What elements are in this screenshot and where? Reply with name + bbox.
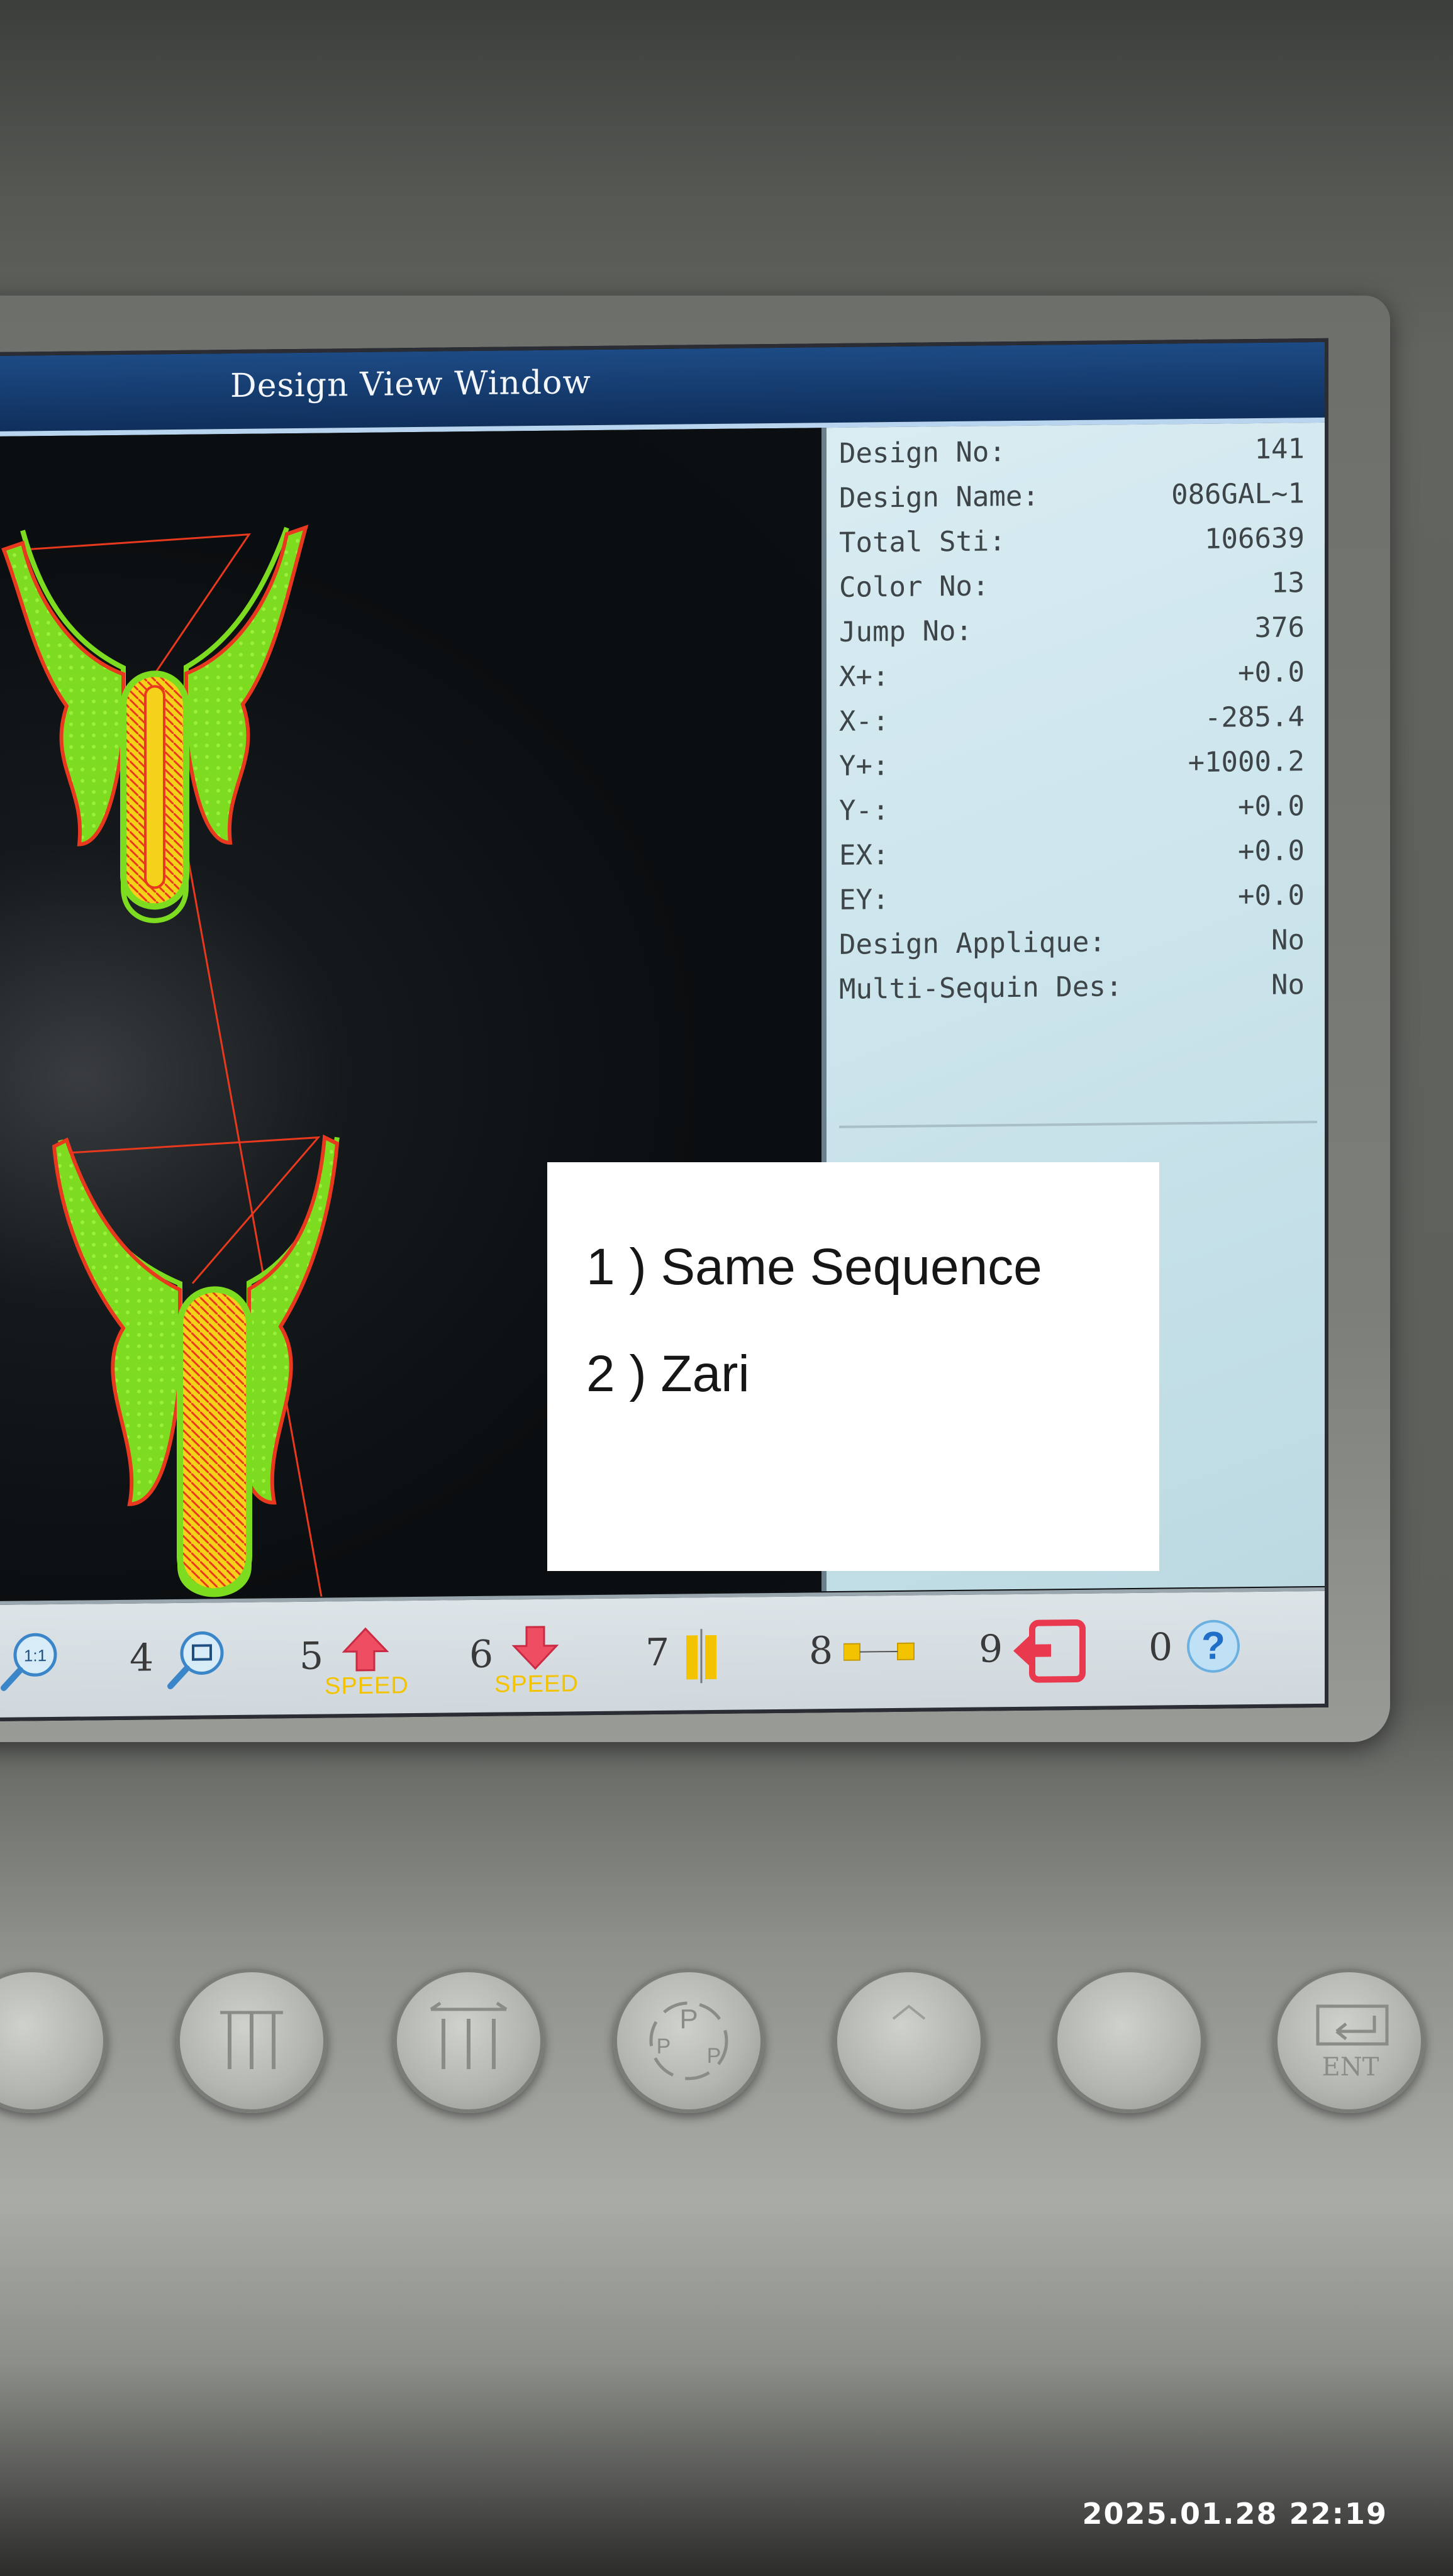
annotation-line-1: 1 ) Same Sequence	[586, 1238, 1042, 1296]
tool-zoom-window[interactable]: 4	[130, 1621, 255, 1704]
info-row-ey: EY: +0.0	[839, 879, 1305, 926]
zoom-window-icon	[167, 1631, 224, 1690]
tool-number: 8	[809, 1629, 833, 1674]
annotation-card: 1 ) Same Sequence 2 ) Zari	[547, 1162, 1159, 1571]
info-row-y-minus: Y-: +0.0	[839, 790, 1305, 836]
tool-speed-up[interactable]: 5 SPEED	[299, 1619, 438, 1702]
tool-number: 9	[979, 1627, 1003, 1672]
speed-down-icon	[511, 1626, 559, 1670]
info-label: Y-:	[839, 794, 889, 827]
info-value: 106639	[1205, 522, 1305, 555]
neckline-design-top	[1, 525, 309, 923]
hw-button-parameter[interactable]: P P P	[613, 1968, 764, 2113]
info-label: Y+:	[839, 750, 889, 782]
speed-up-icon	[342, 1627, 389, 1672]
svg-text:?: ?	[1201, 1624, 1225, 1667]
needle-select-icon	[220, 2011, 283, 2069]
hw-button-needle-select[interactable]	[176, 1968, 327, 2113]
hw-button-needle-move[interactable]	[393, 1968, 544, 2113]
window-title: Design View Window	[230, 364, 591, 406]
tool-frame-trace[interactable]: 8	[809, 1613, 998, 1697]
zoom-1-1-text: 1:1	[24, 1646, 47, 1665]
info-value: 141	[1254, 433, 1305, 466]
info-value: No	[1271, 969, 1305, 1001]
tool-number: 5	[299, 1634, 324, 1679]
tool-speed-down[interactable]: 6 SPEED	[469, 1618, 608, 1701]
svg-text:P: P	[679, 2004, 698, 2035]
info-value: 086GAL~1	[1171, 477, 1305, 511]
info-value: +0.0	[1238, 656, 1305, 689]
enter-label: ENT	[1322, 2053, 1379, 2082]
return-origin-icon	[1013, 1619, 1086, 1683]
speed-label: SPEED	[325, 1672, 409, 1700]
info-row-design-name: Design Name: 086GAL~1	[839, 477, 1305, 524]
info-label: Total Sti:	[839, 525, 1006, 559]
help-icon: ?	[1187, 1619, 1240, 1673]
tool-return-origin[interactable]: 9	[979, 1612, 1117, 1695]
tool-number: 7	[645, 1630, 670, 1675]
info-value: 376	[1254, 611, 1305, 645]
hw-button-enter[interactable]: ENT	[1274, 1968, 1425, 2113]
info-label: Design Applique:	[839, 926, 1106, 961]
tool-help[interactable]: 0 ?	[1149, 1611, 1274, 1694]
info-row-color-no: Color No: 13	[839, 567, 1305, 613]
design-preview	[1, 525, 351, 1600]
info-value: +0.0	[1238, 835, 1305, 868]
info-value: -285.4	[1205, 701, 1305, 734]
svg-text:P: P	[657, 2035, 671, 2058]
info-row-x-plus: X+: +0.0	[839, 656, 1305, 702]
info-row-design-no: Design No: 141	[839, 433, 1305, 479]
info-row-total-stitches: Total Sti: 106639	[839, 522, 1305, 569]
annotation-line-2: 2 ) Zari	[586, 1345, 750, 1402]
hw-button-1[interactable]	[0, 1968, 107, 2113]
frame-trace-icon	[843, 1642, 915, 1661]
button-blank-icon	[0, 1968, 107, 2113]
info-row-ex: EX: +0.0	[839, 835, 1305, 881]
tool-zoom-1-1[interactable]: 1:1	[0, 1623, 79, 1706]
embroidery-machine-screen: Design View Window	[0, 338, 1328, 1722]
enter-icon: ENT	[1316, 2004, 1389, 2082]
info-label: Design No:	[839, 436, 1006, 470]
info-value: +0.0	[1238, 790, 1305, 823]
parameter-icon: P P P	[649, 2001, 728, 2080]
info-value: No	[1271, 924, 1305, 957]
needle-bar-icon	[686, 1629, 716, 1684]
design-view-area[interactable]	[0, 428, 821, 1600]
info-value: +1000.2	[1188, 745, 1305, 779]
window-titlebar: Design View Window	[0, 341, 1325, 436]
trace-line	[72, 1136, 321, 1284]
info-label: X+:	[839, 660, 889, 693]
info-row-y-plus: Y+: +1000.2	[839, 745, 1305, 792]
info-value: +0.0	[1238, 879, 1305, 913]
tool-number: 0	[1149, 1625, 1173, 1670]
zoom-1-1-icon: 1:1	[1, 1633, 57, 1691]
hw-button-6[interactable]	[1054, 1968, 1205, 2113]
mode-icon	[892, 2004, 926, 2020]
hw-button-mode[interactable]	[833, 1968, 984, 2113]
neckline-design-bottom	[52, 1134, 340, 1597]
info-row-x-minus: X-: -285.4	[839, 701, 1305, 747]
speed-label: SPEED	[494, 1670, 579, 1698]
button-blank-icon	[1054, 1968, 1205, 2113]
info-row-design-applique: Design Applique: No	[839, 924, 1305, 970]
tool-needle-bar[interactable]: 7	[645, 1616, 759, 1699]
tool-number: 6	[469, 1632, 494, 1677]
info-label: Jump No:	[839, 614, 972, 648]
tool-number: 4	[130, 1636, 154, 1680]
info-label: Design Name:	[839, 480, 1039, 514]
info-label: Multi-Sequin Des:	[839, 970, 1123, 1006]
photo-timestamp: 2025.01.28 22:19	[1082, 2497, 1388, 2531]
function-toolbar: 1:1 4 5 SPEED 6	[0, 1587, 1325, 1721]
svg-text:P: P	[707, 2044, 721, 2068]
panel-divider	[839, 1120, 1317, 1128]
needle-move-icon	[430, 2001, 508, 2069]
info-value: 13	[1271, 567, 1305, 599]
info-row-jump-no: Jump No: 376	[839, 611, 1305, 658]
info-label: Color No:	[839, 570, 989, 604]
info-label: EX:	[839, 839, 889, 872]
info-row-multi-sequin: Multi-Sequin Des: No	[839, 969, 1305, 1015]
info-label: X-:	[839, 705, 889, 738]
info-label: EY:	[839, 884, 889, 916]
